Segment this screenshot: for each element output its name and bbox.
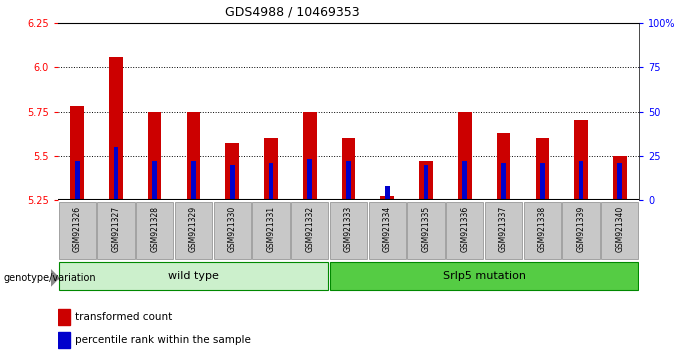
FancyBboxPatch shape (97, 201, 135, 259)
Bar (385, 186, 390, 200)
Bar (187, 112, 200, 200)
Text: GSM921333: GSM921333 (344, 206, 353, 252)
Bar (191, 161, 196, 200)
Text: GSM921331: GSM921331 (267, 206, 275, 252)
Bar (497, 133, 510, 200)
FancyBboxPatch shape (330, 201, 367, 259)
Bar (148, 112, 161, 200)
Text: GSM921330: GSM921330 (228, 206, 237, 252)
Bar (230, 165, 235, 200)
Text: GSM921329: GSM921329 (189, 206, 198, 252)
FancyBboxPatch shape (291, 201, 328, 259)
Text: GSM921340: GSM921340 (615, 206, 624, 252)
Text: genotype/variation: genotype/variation (3, 273, 96, 283)
Bar (342, 138, 355, 200)
Bar (462, 161, 467, 200)
FancyBboxPatch shape (524, 201, 561, 259)
Bar (226, 143, 239, 200)
Bar (58, 309, 70, 325)
Text: GSM921339: GSM921339 (577, 206, 585, 252)
Bar (303, 112, 316, 200)
Bar (346, 161, 351, 200)
Polygon shape (51, 269, 60, 287)
Text: transformed count: transformed count (75, 312, 172, 322)
Bar (536, 138, 549, 200)
Text: wild type: wild type (168, 271, 219, 281)
Bar (575, 120, 588, 200)
Text: GSM921332: GSM921332 (305, 206, 314, 252)
Bar (109, 57, 122, 200)
Text: GSM921338: GSM921338 (538, 206, 547, 252)
Text: GSM921328: GSM921328 (150, 206, 159, 252)
Bar (75, 161, 80, 200)
Bar (613, 156, 626, 200)
FancyBboxPatch shape (175, 201, 212, 259)
Bar (114, 147, 118, 200)
Bar (71, 106, 84, 200)
Bar (269, 163, 273, 200)
Text: GSM921336: GSM921336 (460, 206, 469, 252)
Text: GSM921337: GSM921337 (499, 206, 508, 252)
FancyBboxPatch shape (407, 201, 445, 259)
Text: GSM921326: GSM921326 (73, 206, 82, 252)
Bar (617, 163, 622, 200)
Bar (458, 112, 471, 200)
Bar (424, 165, 428, 200)
Bar (501, 163, 506, 200)
FancyBboxPatch shape (58, 201, 96, 259)
FancyBboxPatch shape (562, 201, 600, 259)
Text: GSM921335: GSM921335 (422, 206, 430, 252)
Text: Srlp5 mutation: Srlp5 mutation (443, 271, 526, 281)
Bar (152, 161, 157, 200)
FancyBboxPatch shape (252, 201, 290, 259)
FancyBboxPatch shape (485, 201, 522, 259)
Text: GSM921327: GSM921327 (112, 206, 120, 252)
FancyBboxPatch shape (446, 201, 483, 259)
Bar (58, 262, 328, 290)
FancyBboxPatch shape (601, 201, 639, 259)
Bar (307, 159, 312, 200)
Bar (540, 163, 545, 200)
FancyBboxPatch shape (369, 201, 406, 259)
Bar (265, 138, 277, 200)
Text: percentile rank within the sample: percentile rank within the sample (75, 335, 251, 346)
Bar (381, 196, 394, 200)
Bar (58, 332, 70, 348)
Text: GDS4988 / 10469353: GDS4988 / 10469353 (225, 5, 360, 18)
Bar (579, 161, 583, 200)
Text: GSM921334: GSM921334 (383, 206, 392, 252)
FancyBboxPatch shape (136, 201, 173, 259)
FancyBboxPatch shape (214, 201, 251, 259)
Bar (330, 262, 639, 290)
Bar (420, 161, 432, 200)
